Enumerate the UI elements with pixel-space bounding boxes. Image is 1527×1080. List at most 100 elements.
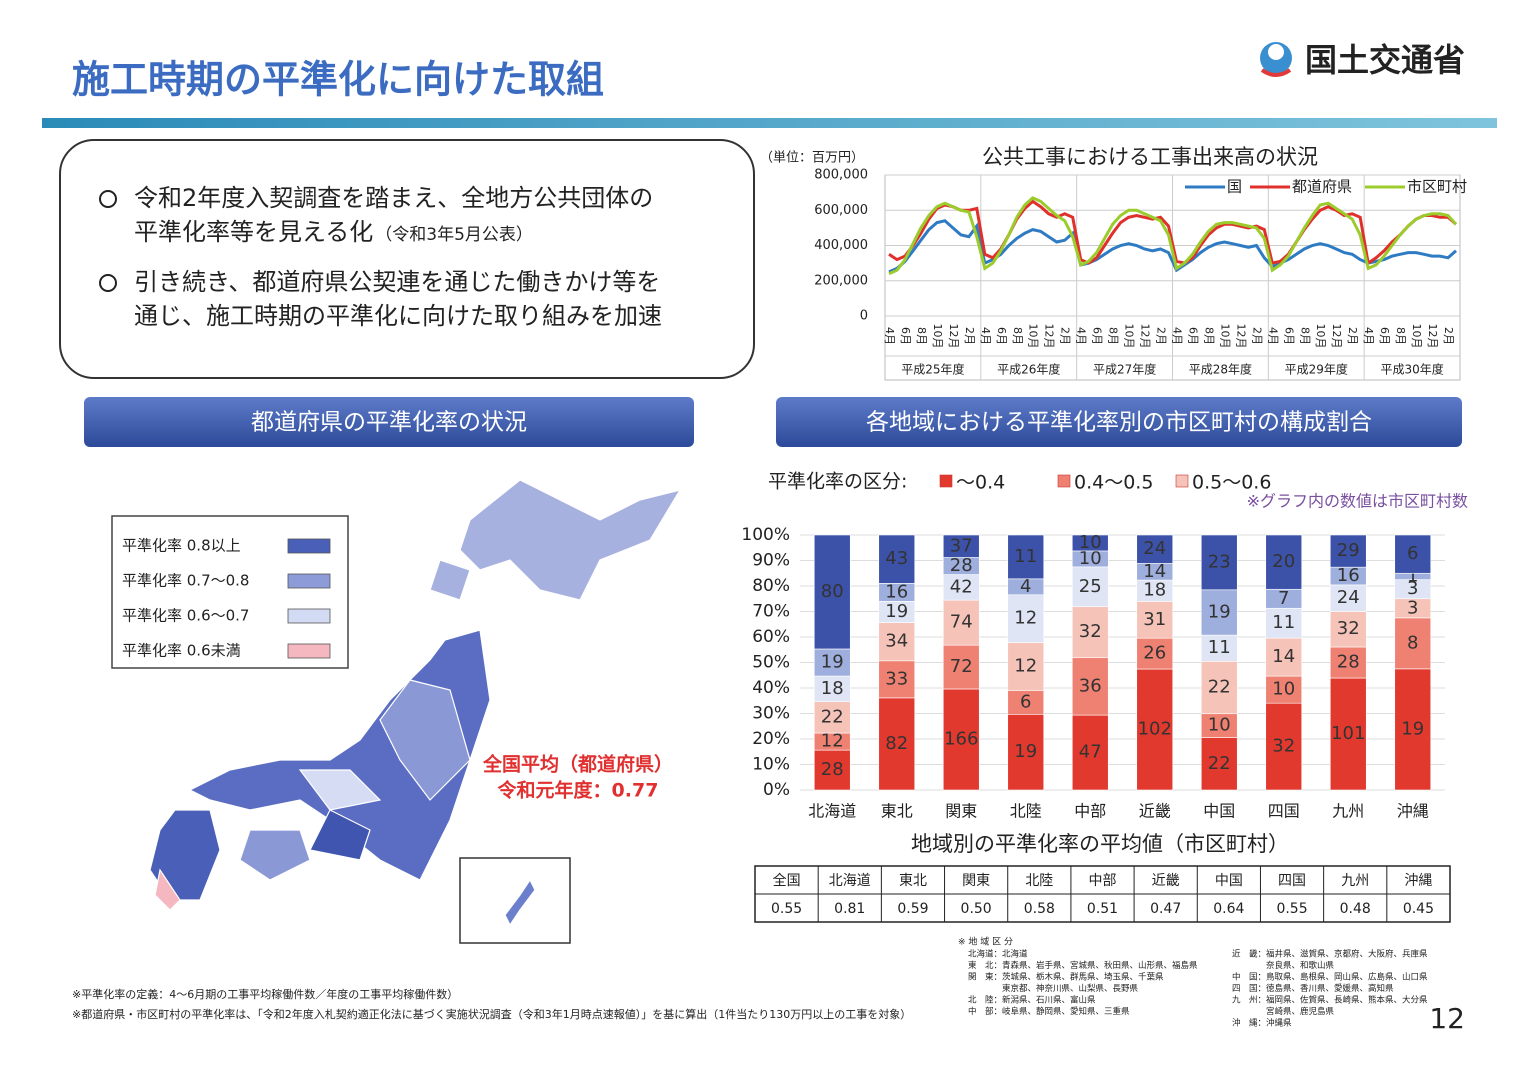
year-label: 平成27年度 — [1093, 362, 1156, 377]
region-note: 四 国：徳島県、香川県、愛媛県、高知県 — [1232, 983, 1394, 994]
section-heading-bg — [84, 397, 694, 447]
year-label: 平成29年度 — [1285, 362, 1348, 377]
region-note: 九 州：福岡県、佐賀県、長崎県、熊本県、大分県 — [1232, 995, 1428, 1006]
bar-segment — [1329, 611, 1367, 648]
bullet-note: （令和3年5月公表） — [375, 225, 533, 245]
footnote: ※都道府県・市区町村の平準化率は、「令和2年度入札契約適正化法に基づく実施状況調… — [72, 1007, 911, 1021]
x-tick-label: 北陸 — [1010, 802, 1042, 821]
data-label: 11 — [1272, 612, 1295, 633]
table-header: 北陸 — [1025, 873, 1053, 889]
legend-label: ～0.4 — [956, 472, 1005, 494]
bar-segment — [942, 599, 980, 646]
data-label: 32 — [1337, 618, 1360, 639]
data-label: 28 — [1337, 652, 1360, 673]
map-legend-swatch — [287, 538, 331, 554]
y-tick-label: 50% — [752, 653, 790, 673]
data-label: 24 — [1143, 538, 1166, 559]
y-tick-label: 20% — [752, 729, 790, 749]
bullet-box — [59, 139, 755, 379]
x-tick-label: 沖縄 — [1397, 802, 1429, 821]
table-header: 九州 — [1341, 873, 1369, 889]
x-tick-label: 10月 — [1123, 324, 1136, 349]
bar-segment — [1136, 534, 1174, 564]
region-note: 北 陸：新潟県、石川県、富山県 — [968, 995, 1096, 1006]
data-label: 20 — [1272, 551, 1295, 572]
data-label: 8 — [1407, 632, 1418, 653]
bar-segment — [1007, 594, 1045, 643]
data-label: 42 — [950, 576, 973, 597]
y-tick-label: 40% — [752, 678, 790, 698]
data-label: 43 — [885, 548, 908, 569]
x-tick-label: 2月 — [963, 327, 976, 345]
data-label: 26 — [1143, 643, 1166, 664]
x-tick-label: 12月 — [1043, 324, 1056, 349]
table-header: 中部 — [1089, 873, 1117, 889]
table-header: 四国 — [1278, 873, 1306, 889]
x-tick-label: 6月 — [1378, 327, 1391, 345]
bar-segment — [878, 534, 916, 584]
table-header: 近畿 — [1152, 873, 1180, 889]
bar-segment — [1007, 713, 1045, 791]
bar-segment — [942, 644, 980, 690]
bar-segment — [1071, 566, 1109, 608]
bar-segment — [1136, 668, 1174, 791]
bar-segment — [813, 701, 851, 734]
data-label: 19 — [1401, 718, 1424, 739]
data-label: 6 — [1020, 691, 1031, 712]
map-legend-swatch — [287, 643, 331, 659]
slide-title: 施工時期の平準化に向けた取組 — [72, 58, 604, 102]
bar-segment — [1071, 657, 1109, 716]
data-label: 22 — [821, 706, 844, 727]
bullet-marker — [99, 190, 117, 208]
data-label: 37 — [950, 535, 973, 556]
data-label: 16 — [885, 581, 908, 602]
section-heading: 各地域における平準化率別の市区町村の構成割合 — [866, 410, 1372, 436]
legend-label: 国 — [1227, 178, 1242, 196]
data-label: 32 — [1272, 736, 1295, 757]
data-label: 33 — [885, 668, 908, 689]
table-cell: 0.47 — [1150, 901, 1181, 917]
bar-segment — [942, 688, 980, 791]
table-cell: 0.45 — [1403, 901, 1434, 917]
x-tick-label: 4月 — [1075, 327, 1088, 345]
bar-segment — [1394, 534, 1432, 574]
table-cell: 0.51 — [1087, 901, 1118, 917]
x-tick-label: 8月 — [1298, 327, 1311, 345]
x-tick-label: 12月 — [1139, 324, 1152, 349]
legend-title: 平準化率の区分: — [768, 471, 907, 493]
x-tick-label: 4月 — [1170, 327, 1183, 345]
bar-segment — [1200, 634, 1238, 662]
bar-segment — [1265, 702, 1303, 791]
data-label: 28 — [950, 555, 973, 576]
bar-segment — [942, 574, 980, 601]
line-series — [888, 199, 1457, 266]
bar-segment — [1329, 584, 1367, 612]
x-tick-label: 12月 — [1330, 324, 1343, 349]
x-tick-label: 4月 — [1362, 327, 1375, 345]
year-label: 平成26年度 — [997, 362, 1060, 377]
x-tick-label: 8月 — [1011, 327, 1024, 345]
bar-segment — [1265, 607, 1303, 639]
footnote: ※平準化率の定義：4～6月期の工事平均稼働件数／年度の工事平均稼働件数） — [72, 987, 458, 1001]
y-tick-label: 10% — [752, 755, 790, 775]
map-annotation: 全国平均（都道府県） — [482, 753, 673, 776]
legend-swatch — [939, 474, 953, 488]
y-tick-label: 100% — [741, 525, 790, 545]
region-notes-title: ※ 地 域 区 分 — [958, 936, 1013, 948]
legend-label: 市区町村 — [1407, 178, 1467, 196]
y-tick-label: 30% — [752, 704, 790, 724]
legend-swatch — [1057, 474, 1071, 488]
bar-segment — [878, 697, 916, 791]
x-tick-label: 近畿 — [1139, 802, 1171, 821]
data-label: 166 — [944, 728, 978, 749]
x-tick-label: 10月 — [1314, 324, 1327, 349]
y-tick-label: 800,000 — [814, 168, 868, 183]
year-label: 平成25年度 — [901, 362, 964, 377]
page-number: 12 — [1429, 1002, 1465, 1035]
data-label: 10 — [1208, 715, 1231, 736]
data-label: 14 — [1143, 561, 1166, 582]
x-tick-label: 中国 — [1203, 802, 1235, 821]
bullet-marker — [99, 274, 117, 292]
data-label: 12 — [1014, 608, 1037, 629]
table-title: 地域別の平準化率の平均値（市区町村） — [911, 832, 1289, 856]
